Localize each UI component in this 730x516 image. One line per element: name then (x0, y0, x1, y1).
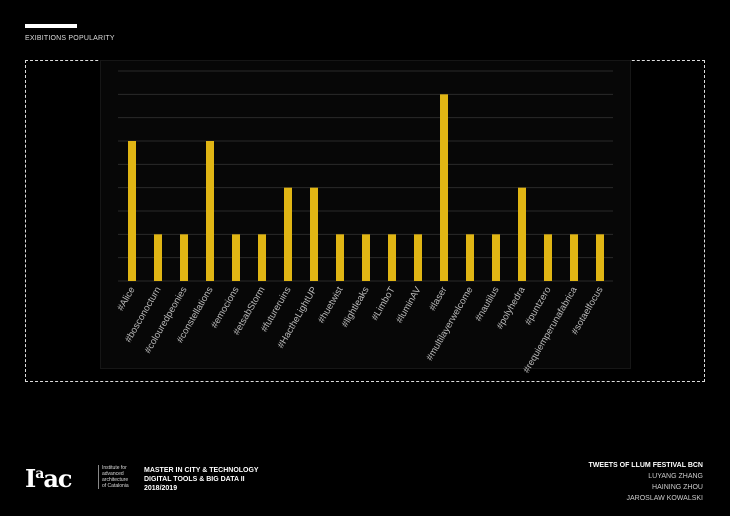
credits: TWEETS OF LLUM FESTIVAL BCN LUYANG ZHANG… (589, 460, 703, 504)
bar (180, 234, 188, 281)
title-accent-bar (25, 24, 77, 28)
bar (492, 234, 500, 281)
bar (596, 234, 604, 281)
x-tick-label: #luminAV (394, 284, 424, 325)
institute-line: architecture (102, 477, 129, 483)
chart-panel (100, 60, 631, 369)
x-tick-label: #laser (427, 285, 449, 313)
bar (284, 187, 292, 281)
x-tick-label: #nautilus (473, 285, 502, 324)
institute-line: advanced (102, 471, 124, 477)
institute-line: Institute for (102, 465, 127, 471)
bar (362, 234, 370, 281)
page-title: EXIBITIONS POPULARITY (25, 35, 115, 42)
institute-line: of Catalonia (102, 483, 129, 489)
author: JAROSLAW KOWALSKI (626, 495, 704, 502)
bar (258, 234, 266, 281)
bar (570, 234, 578, 281)
bar (518, 187, 526, 281)
program-line: DIGITAL TOOLS & BIG DATA II (144, 476, 245, 483)
project-title: TWEETS OF LLUM FESTIVAL BCN (588, 462, 703, 469)
program-line: MASTER IN CITY & TECHNOLOGY (144, 467, 259, 474)
bar (388, 234, 396, 281)
bar (206, 141, 214, 281)
bar (440, 94, 448, 281)
iaac-logo: Iaac (25, 464, 72, 493)
program-year: 2018/2019 (144, 485, 178, 492)
bar (414, 234, 422, 281)
program-info: MASTER IN CITY & TECHNOLOGY DIGITAL TOOL… (144, 466, 259, 493)
x-tick-label: #LimboT (370, 285, 398, 323)
author: LUYANG ZHANG (648, 473, 703, 480)
x-tick-label: #Alice (115, 285, 137, 313)
bar (154, 234, 162, 281)
bar (128, 141, 136, 281)
bar (544, 234, 552, 281)
institute-name: Institute for advanced architecture of C… (98, 465, 129, 489)
author: HAINING ZHOU (652, 484, 703, 491)
bar (310, 187, 318, 281)
bar (232, 234, 240, 281)
bar (336, 234, 344, 281)
x-tick-label: #multilayerwelcome (424, 285, 475, 363)
bar (466, 234, 474, 281)
